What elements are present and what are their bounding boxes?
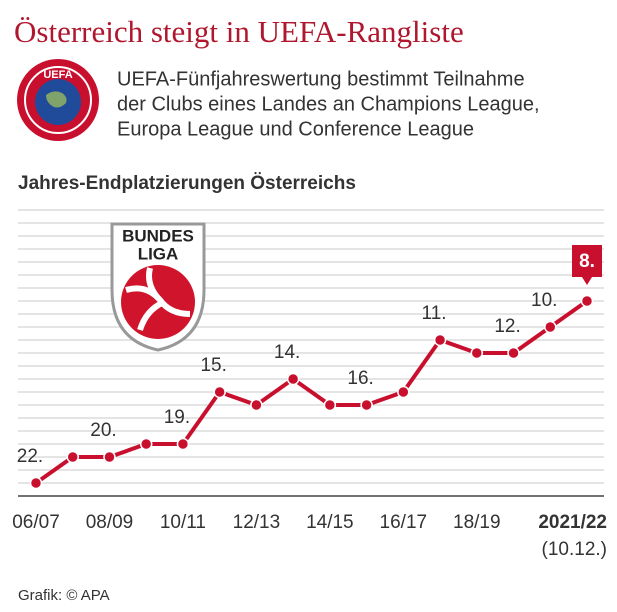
marker (286, 372, 300, 386)
marker (213, 385, 226, 399)
x-tick-label: 10/11 (160, 512, 206, 533)
marker (470, 346, 484, 360)
marker (103, 450, 116, 464)
marker (176, 437, 190, 451)
data-label: 11. (422, 303, 447, 324)
line (34, 299, 589, 485)
chart-title: Jahres-Endplatzierungen Österreichs (18, 173, 356, 194)
data-label: 10. (531, 290, 557, 311)
x-tick-note: (10.12.) (542, 539, 607, 560)
marker (544, 320, 557, 334)
title: Österreich steigt in UEFA-Rangliste (14, 14, 464, 49)
description: Europa League und Conference League (117, 118, 474, 140)
data-label: 19. (164, 407, 190, 428)
logo-text: LIGA (138, 244, 179, 263)
x-tick-label: 16/17 (380, 512, 428, 533)
description: der Clubs eines Landes an Champions Leag… (117, 93, 540, 115)
data-label: 16. (347, 368, 373, 389)
data-label: 14. (274, 342, 300, 363)
x-tick-label: 18/19 (453, 512, 501, 533)
logo-text: BUNDES (122, 226, 194, 245)
marker (360, 398, 373, 412)
data-label: 20. (90, 420, 116, 441)
data-label: 15. (200, 355, 226, 376)
data-label: 8. (579, 251, 595, 272)
marker (29, 476, 43, 490)
x-tick-label: 12/13 (233, 512, 281, 533)
grid (18, 209, 604, 497)
marker (139, 437, 153, 451)
source: Grafik: © APA (18, 587, 110, 604)
x-tick-label: 2021/22 (538, 512, 607, 533)
data-label: 22. (17, 446, 43, 467)
x-tick-label: 14/15 (306, 512, 354, 533)
uefa-logo: UEFA (17, 59, 99, 141)
marker (323, 398, 337, 412)
x-tick-label: 08/09 (86, 512, 134, 533)
label-box (572, 245, 602, 285)
marker (397, 385, 410, 399)
description: UEFA-Fünfjahreswertung bestimmt Teilnahm… (117, 68, 525, 90)
marker (66, 450, 79, 464)
data-label: 12. (494, 316, 520, 337)
x-tick-label: 06/07 (12, 512, 60, 533)
marker (433, 333, 447, 347)
logo-text: UEFA (43, 69, 72, 81)
bundesliga-logo: BUNDES LIGA (110, 222, 206, 352)
marker (507, 346, 520, 360)
marker (250, 398, 263, 412)
marker (580, 294, 594, 308)
